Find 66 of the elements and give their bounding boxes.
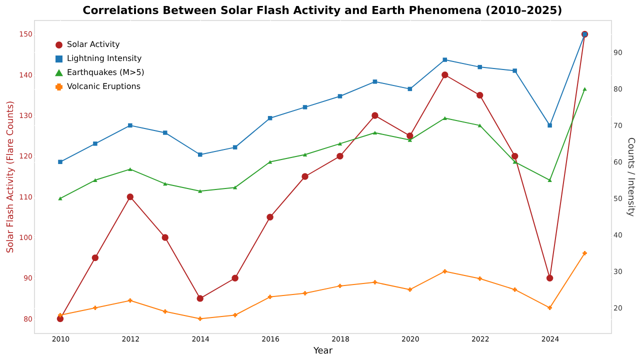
point [512, 68, 517, 73]
point [302, 105, 308, 110]
point [338, 284, 342, 288]
point [476, 92, 484, 99]
legend-label: Solar Activity [67, 40, 120, 49]
point [58, 313, 62, 318]
point [196, 295, 204, 302]
point [268, 116, 272, 120]
point [58, 196, 62, 200]
point [548, 178, 552, 182]
point [442, 72, 448, 78]
point [163, 130, 168, 135]
point [511, 152, 518, 160]
point [338, 94, 342, 98]
point [372, 280, 378, 284]
point [336, 152, 344, 160]
point [442, 58, 448, 62]
point [302, 173, 308, 180]
point [546, 274, 554, 282]
point [232, 186, 238, 190]
point [372, 112, 378, 119]
y2-axis-title: Counts / Intensity [625, 137, 636, 218]
point [372, 80, 378, 84]
legend-label: Earthquakes (M>5) [67, 68, 144, 77]
point [338, 142, 342, 146]
x-axis-title: Year [312, 346, 333, 356]
point [478, 276, 482, 281]
point [93, 178, 98, 182]
point [408, 138, 412, 142]
point [232, 145, 238, 150]
legend-label: Lightning Intensity [67, 54, 142, 63]
point [92, 254, 99, 262]
legend-label: Volcanic Eruptions [67, 82, 140, 91]
point [232, 313, 238, 318]
point [442, 116, 448, 120]
point [198, 316, 202, 321]
point [232, 274, 238, 282]
point [582, 250, 587, 256]
point [302, 291, 308, 296]
point [478, 124, 482, 128]
point [93, 142, 98, 146]
point [266, 214, 274, 220]
point [163, 309, 168, 314]
point [372, 130, 378, 135]
point [406, 132, 414, 140]
point [512, 287, 517, 292]
point [58, 160, 62, 164]
point [302, 152, 308, 156]
point [128, 123, 132, 128]
point [408, 287, 412, 292]
point [93, 306, 98, 310]
point [163, 182, 168, 186]
point [198, 189, 202, 193]
point [548, 123, 552, 128]
chart-title: Correlations Between Solar Flash Activity and Earth Phenomena (2010–2025) [82, 4, 562, 17]
point [162, 234, 168, 241]
point [442, 269, 448, 274]
point [56, 315, 64, 322]
point [268, 294, 272, 300]
point [548, 306, 552, 310]
point [128, 167, 132, 172]
point [126, 193, 134, 200]
point [582, 87, 587, 91]
y-axis-title: Solar Flash Activity (Flare Counts) [6, 100, 16, 254]
point [478, 64, 482, 70]
point [128, 298, 132, 303]
